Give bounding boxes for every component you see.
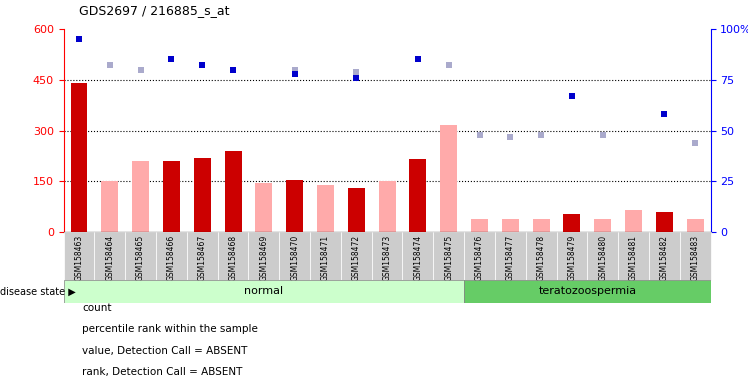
Bar: [163, 161, 180, 232]
Text: GSM158467: GSM158467: [197, 235, 206, 281]
Bar: [533, 219, 550, 232]
Point: [289, 71, 301, 77]
Bar: [101, 181, 118, 232]
Bar: [255, 183, 272, 232]
Text: GSM158472: GSM158472: [352, 235, 361, 281]
Bar: [279, 232, 310, 280]
Bar: [317, 185, 334, 232]
Bar: [341, 232, 372, 280]
Bar: [402, 232, 433, 280]
Text: disease state ▶: disease state ▶: [0, 286, 76, 296]
Text: GSM158481: GSM158481: [629, 235, 638, 281]
Text: teratozoospermia: teratozoospermia: [539, 286, 637, 296]
Bar: [378, 181, 396, 232]
Bar: [441, 126, 457, 232]
Bar: [526, 232, 557, 280]
Bar: [286, 180, 303, 232]
Text: GSM158473: GSM158473: [382, 235, 392, 281]
Point: [104, 62, 116, 68]
Text: GSM158477: GSM158477: [506, 235, 515, 281]
Text: GSM158470: GSM158470: [290, 235, 299, 281]
Text: value, Detection Call = ABSENT: value, Detection Call = ABSENT: [82, 346, 248, 356]
Point: [350, 74, 362, 81]
Bar: [156, 232, 187, 280]
Text: GSM158475: GSM158475: [444, 235, 453, 281]
Bar: [471, 219, 488, 232]
Text: GSM158463: GSM158463: [75, 235, 84, 281]
Bar: [94, 232, 125, 280]
Text: GSM158482: GSM158482: [660, 235, 669, 281]
Bar: [348, 188, 365, 232]
Text: GSM158483: GSM158483: [690, 235, 699, 281]
Bar: [187, 232, 218, 280]
Point: [196, 62, 208, 68]
Point: [412, 56, 424, 62]
Bar: [625, 210, 642, 232]
Text: GSM158464: GSM158464: [105, 235, 114, 281]
Point: [689, 140, 701, 146]
Bar: [248, 232, 279, 280]
Text: GSM158474: GSM158474: [414, 235, 423, 281]
Point: [350, 68, 362, 74]
Point: [597, 132, 609, 138]
Bar: [70, 83, 88, 232]
Text: normal: normal: [245, 286, 283, 296]
Text: GSM158479: GSM158479: [568, 235, 577, 281]
Bar: [563, 214, 580, 232]
Bar: [495, 232, 526, 280]
Text: GSM158480: GSM158480: [598, 235, 607, 281]
Bar: [687, 219, 704, 232]
Text: GSM158471: GSM158471: [321, 235, 330, 281]
Bar: [194, 158, 211, 232]
Text: rank, Detection Call = ABSENT: rank, Detection Call = ABSENT: [82, 367, 242, 377]
Point: [658, 111, 670, 118]
Bar: [224, 151, 242, 232]
Bar: [409, 159, 426, 232]
Bar: [464, 232, 495, 280]
Point: [73, 36, 85, 42]
Bar: [587, 232, 618, 280]
Text: GSM158465: GSM158465: [136, 235, 145, 281]
Text: GSM158468: GSM158468: [229, 235, 238, 281]
Text: GSM158476: GSM158476: [475, 235, 484, 281]
Point: [165, 56, 177, 62]
Bar: [649, 232, 680, 280]
Text: GSM158478: GSM158478: [536, 235, 545, 281]
Text: GDS2697 / 216885_s_at: GDS2697 / 216885_s_at: [79, 4, 229, 17]
Bar: [595, 219, 611, 232]
Bar: [372, 232, 402, 280]
Point: [443, 62, 455, 68]
Bar: [64, 232, 94, 280]
Point: [473, 132, 485, 138]
Bar: [64, 280, 464, 303]
Bar: [125, 232, 156, 280]
Bar: [656, 212, 673, 232]
Bar: [132, 161, 149, 232]
Bar: [557, 232, 587, 280]
Text: GSM158466: GSM158466: [167, 235, 176, 281]
Point: [566, 93, 578, 99]
Point: [504, 134, 516, 140]
Bar: [310, 232, 341, 280]
Text: GSM158469: GSM158469: [260, 235, 269, 281]
Point: [135, 66, 147, 73]
Text: percentile rank within the sample: percentile rank within the sample: [82, 324, 258, 334]
Bar: [464, 280, 711, 303]
Bar: [618, 232, 649, 280]
Text: count: count: [82, 303, 111, 313]
Point: [227, 66, 239, 73]
Point: [535, 132, 547, 138]
Bar: [218, 232, 248, 280]
Bar: [433, 232, 464, 280]
Bar: [680, 232, 711, 280]
Point: [289, 66, 301, 73]
Bar: [502, 219, 519, 232]
